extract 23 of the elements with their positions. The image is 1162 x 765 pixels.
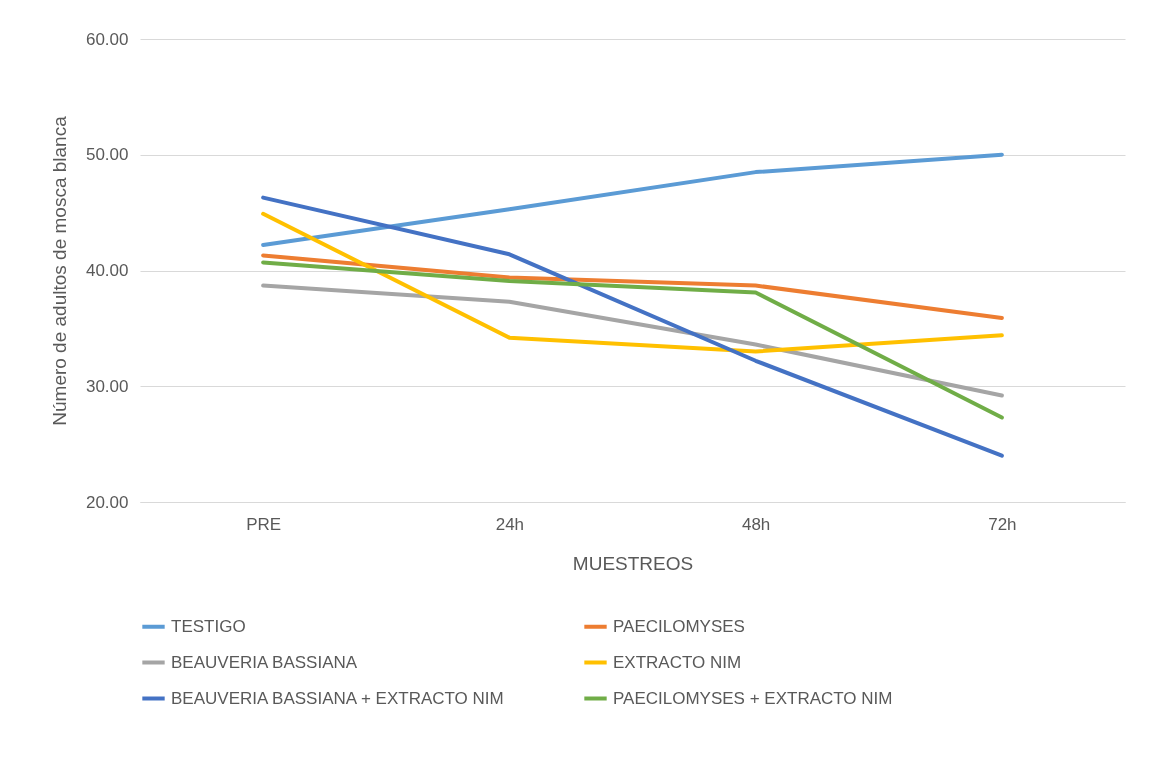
legend-label: BEAUVERIA BASSIANA bbox=[171, 652, 358, 672]
y-tick-label: 40.00 bbox=[85, 261, 129, 280]
line-series bbox=[261, 260, 1004, 420]
x-axis-title: MUESTREOS bbox=[572, 552, 694, 574]
y-tick-label: 30.00 bbox=[85, 376, 129, 396]
legend-label: TESTIGO bbox=[171, 616, 246, 636]
y-tick-label: 60.00 bbox=[85, 29, 129, 49]
line-series bbox=[261, 253, 1004, 320]
legend-label: PAECILOMYSES bbox=[613, 616, 745, 636]
line-series bbox=[261, 195, 1004, 458]
legend-label: BEAUVERIA BASSIANA + EXTRACTO NIM bbox=[171, 688, 504, 708]
y-tick-label: 50.00 bbox=[85, 145, 129, 165]
x-tick-label: 24h bbox=[495, 514, 525, 534]
x-tick-label: 48h bbox=[741, 514, 771, 534]
x-tick-label: PRE bbox=[246, 514, 282, 534]
y-tick-label: 20.00 bbox=[85, 492, 129, 512]
line-series bbox=[261, 283, 1004, 398]
line-series bbox=[261, 211, 1004, 354]
legend-label: PAECILOMYSES + EXTRACTO NIM bbox=[613, 688, 893, 708]
legend-label: EXTRACTO NIM bbox=[613, 652, 742, 672]
x-tick-label: 72h bbox=[988, 514, 1017, 534]
line-series bbox=[261, 152, 1004, 248]
y-axis-title: Número de adultos de mosca blanca bbox=[48, 115, 70, 426]
